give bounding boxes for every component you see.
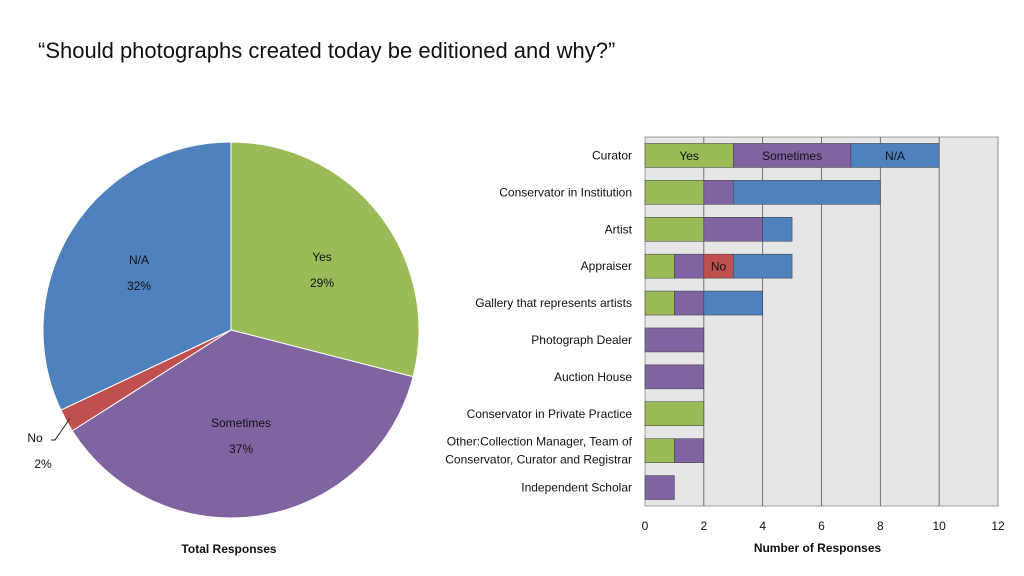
pie-slice-na (42, 141, 232, 411)
x-tick-label-0: 0 (642, 519, 649, 533)
pie-chart: Yes 29% Sometimes 37% No 2% N/A 32% Total Respon… (27, 141, 420, 556)
slide-title: “Should photographs created today be edi… (38, 38, 616, 63)
pie-pct-sometimes: 37% (229, 442, 253, 456)
pie-pct-no: 2% (34, 457, 52, 471)
bar-segment-label-na: N/A (885, 149, 905, 163)
pie-label-sometimes: Sometimes (211, 416, 271, 430)
pie-label-yes: Yes (312, 250, 332, 264)
bar-segment-sometimes (703, 217, 763, 242)
y-category-label: Appraiser (581, 259, 632, 273)
bar-axis-title: Number of Responses (754, 541, 882, 555)
bar-segment-sometimes (674, 290, 705, 316)
x-tick-label-2: 2 (700, 519, 707, 533)
bar-segment-yes (644, 253, 675, 279)
bar-segment-sometimes (644, 327, 705, 353)
bar-segment-yes (644, 438, 675, 463)
pie-label-na: N/A (129, 253, 149, 267)
x-tick-label-6: 6 (818, 519, 825, 533)
y-category-label: Conservator in Private Practice (467, 407, 633, 421)
bar-segment-yes (644, 290, 675, 316)
pie-axis-title: Total Responses (181, 542, 276, 556)
y-category-label: Gallery that represents artists (475, 296, 632, 310)
y-category-label: Photograph Dealer (531, 333, 632, 347)
bar-segment-sometimes (674, 438, 705, 463)
bar-segment-sometimes (644, 364, 705, 390)
y-category-label: Independent Scholar (521, 481, 632, 495)
y-category-label: Other:Collection Manager, Team of Conserv… (445, 435, 632, 467)
bar-segment-yes (644, 401, 705, 426)
x-tick-label-10: 10 (932, 519, 946, 533)
bar-segment-na (733, 180, 881, 205)
x-tick-label-8: 8 (877, 519, 884, 533)
bar-segment-yes (644, 143, 734, 168)
pie-pct-na: 32% (127, 279, 151, 293)
bar-segment-yes (644, 217, 705, 242)
bar-segment-yes (644, 180, 705, 205)
bar-segment-label-no: No (711, 260, 727, 274)
x-tick-label-4: 4 (759, 519, 766, 533)
y-category-label: Artist (605, 222, 633, 236)
bar-segment-sometimes (674, 253, 705, 279)
pie-leader-line-no (51, 418, 71, 441)
bar-segment-na (733, 253, 793, 279)
bar-segment-na (850, 143, 940, 168)
pie-pct-yes: 29% (310, 276, 334, 290)
pie-slice-yes (230, 141, 420, 378)
bar-segment-no (703, 253, 734, 279)
bar-segment-sometimes (703, 180, 734, 205)
bar-segment-label-sometimes: Sometimes (762, 149, 822, 163)
x-tick-label-12: 12 (991, 519, 1005, 533)
y-category-label: Auction House (554, 370, 632, 384)
y-category-label: Curator (592, 148, 632, 162)
bar-segment-sometimes (644, 475, 675, 500)
y-category-label: Conservator in Institution (499, 185, 632, 199)
bar-segment-label-yes: Yes (679, 149, 699, 163)
pie-label-no: No (27, 431, 43, 445)
bar-segment-na (703, 290, 763, 316)
bar-segment-na (762, 217, 793, 242)
